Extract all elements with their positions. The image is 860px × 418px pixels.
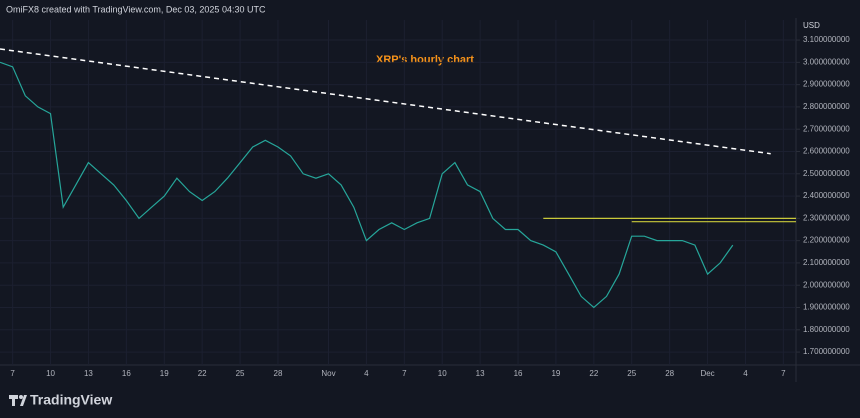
y-tick-label: 3.000000000 bbox=[803, 57, 850, 66]
y-tick-label: 1.800000000 bbox=[803, 325, 850, 334]
y-tick-label: 2.900000000 bbox=[803, 80, 850, 89]
x-tick-label: 7 bbox=[781, 369, 786, 378]
x-tick-label: 4 bbox=[364, 369, 369, 378]
x-tick-label: 16 bbox=[122, 369, 131, 378]
y-tick-label: 2.600000000 bbox=[803, 147, 850, 156]
y-axis-label: USD bbox=[803, 21, 820, 30]
x-tick-label: 13 bbox=[476, 369, 485, 378]
header-text: OmiFX8 created with TradingView.com, Dec… bbox=[6, 4, 266, 14]
header-bar bbox=[0, 0, 860, 18]
y-tick-label: 3.100000000 bbox=[803, 35, 850, 44]
series-line bbox=[0, 61, 734, 309]
footer-bar bbox=[0, 383, 860, 418]
x-tick-label: 25 bbox=[236, 369, 245, 378]
y-tick-label: 1.700000000 bbox=[803, 347, 850, 356]
brand-name: TradingView bbox=[30, 392, 112, 408]
x-tick-label: 7 bbox=[10, 369, 15, 378]
y-tick-label: 2.400000000 bbox=[803, 191, 850, 200]
x-tick-label: Dec bbox=[700, 369, 714, 378]
x-tick-label: Nov bbox=[321, 369, 335, 378]
x-tick-label: 28 bbox=[274, 369, 283, 378]
x-tick-label: 25 bbox=[627, 369, 636, 378]
x-tick-label: 10 bbox=[438, 369, 447, 378]
y-tick-label: 2.300000000 bbox=[803, 213, 850, 222]
x-tick-label: 4 bbox=[743, 369, 748, 378]
x-tick-label: 22 bbox=[589, 369, 598, 378]
x-tick-label: 7 bbox=[402, 369, 407, 378]
brand-logo bbox=[9, 395, 27, 406]
y-tick-label: 2.700000000 bbox=[803, 124, 850, 133]
series-line bbox=[0, 48, 771, 155]
y-tick-label: 1.900000000 bbox=[803, 303, 850, 312]
x-tick-label: 22 bbox=[198, 369, 207, 378]
annotation: XRP's hourly chart bbox=[376, 54, 474, 66]
y-tick-label: 2.500000000 bbox=[803, 169, 850, 178]
plot-area bbox=[0, 20, 796, 365]
x-tick-label: 10 bbox=[46, 369, 55, 378]
x-tick-label: 19 bbox=[160, 369, 169, 378]
x-tick-label: 13 bbox=[84, 369, 93, 378]
y-tick-label: 2.200000000 bbox=[803, 236, 850, 245]
x-tick-label: 19 bbox=[551, 369, 560, 378]
y-tick-label: 2.000000000 bbox=[803, 280, 850, 289]
x-tick-label: 16 bbox=[514, 369, 523, 378]
x-tick-label: 28 bbox=[665, 369, 674, 378]
y-tick-label: 2.100000000 bbox=[803, 258, 850, 267]
y-tick-label: 2.800000000 bbox=[803, 102, 850, 111]
